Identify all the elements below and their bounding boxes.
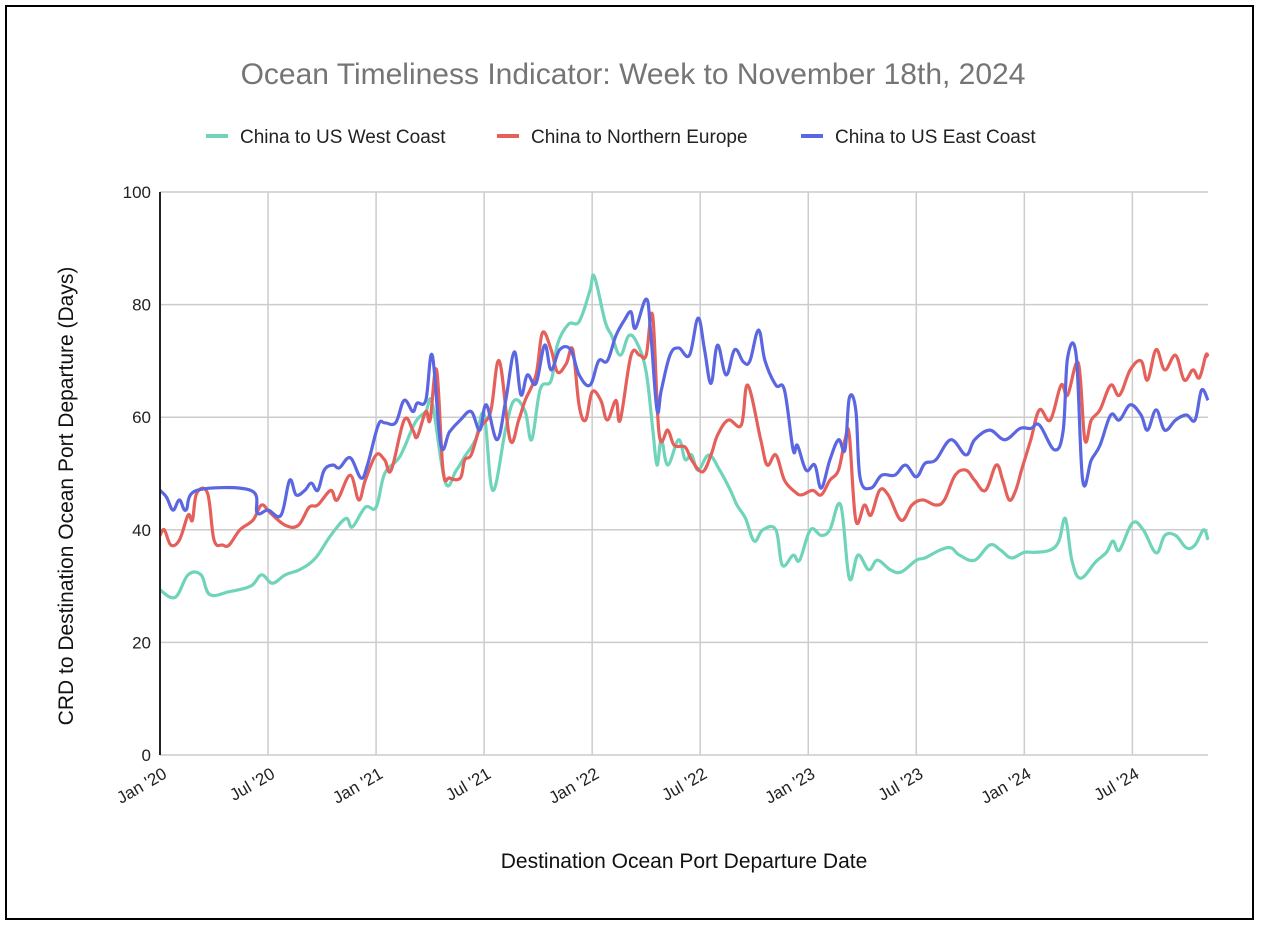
- x-axis-ticks: Jan '20 Jul '20 Jan '21 Jul '21 Jan '22 Jul '…: [113, 764, 1142, 808]
- x-tick-label: Jul '24: [1091, 764, 1143, 805]
- chart-title: Ocean Timeliness Indicator: Week to Nove…: [241, 58, 1026, 91]
- y-axis-label: CRD to Destination Ocean Port Departure …: [55, 267, 78, 726]
- series-line-2: [158, 297, 1210, 519]
- series-line-0: [159, 273, 1210, 600]
- x-tick-label: Jan '20: [113, 764, 170, 808]
- x-tick-label: Jan '22: [546, 764, 603, 808]
- legend-label: China to US West Coast: [240, 127, 446, 148]
- y-tick-label: 60: [132, 408, 151, 427]
- x-axis-label: Destination Ocean Port Departure Date: [501, 850, 868, 873]
- legend: China to US West Coast China to Northern …: [206, 127, 1036, 148]
- x-tick-label: Jul '20: [226, 764, 278, 805]
- y-tick-label: 100: [123, 183, 151, 202]
- x-tick-label: Jul '23: [875, 764, 927, 805]
- legend-item: China to US East Coast: [801, 127, 1036, 148]
- x-tick-label: Jul '21: [443, 764, 495, 805]
- y-tick-label: 20: [132, 633, 151, 652]
- chart-frame: [5, 5, 1254, 920]
- legend-label: China to Northern Europe: [531, 127, 748, 148]
- x-tick-label: Jan '24: [978, 764, 1035, 808]
- y-tick-label: 80: [132, 296, 151, 315]
- x-tick-label: Jan '23: [762, 764, 819, 808]
- gridlines: [160, 191, 1208, 756]
- legend-item: China to US West Coast: [206, 127, 446, 148]
- series-lines: [158, 273, 1210, 600]
- y-tick-label: 0: [142, 746, 151, 765]
- legend-label: China to US East Coast: [835, 127, 1036, 148]
- series-line-1: [158, 311, 1210, 549]
- y-tick-label: 40: [132, 521, 151, 540]
- x-tick-label: Jan '21: [330, 764, 387, 808]
- x-tick-label: Jul '22: [659, 764, 711, 805]
- legend-item: China to Northern Europe: [497, 127, 748, 148]
- y-axis-ticks: 0 20 40 60 80 100: [123, 183, 151, 765]
